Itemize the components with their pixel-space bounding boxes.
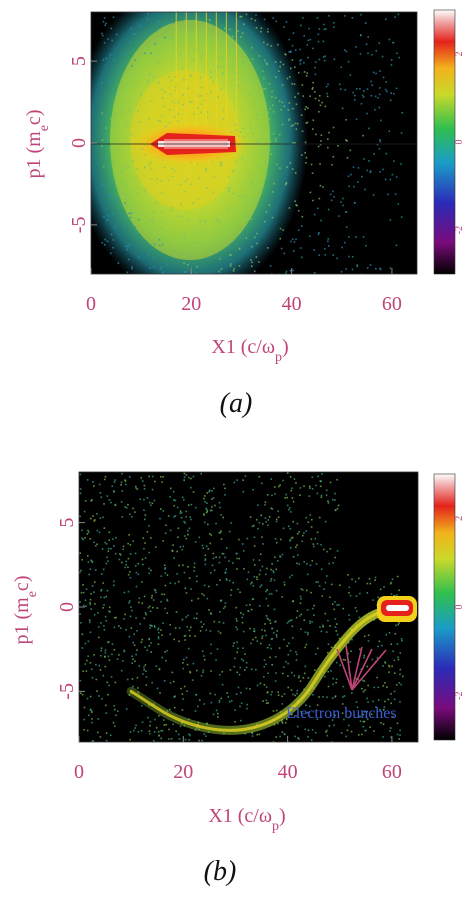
colorbar-tick-label: 0 xyxy=(454,140,465,145)
xtick-label: 60 xyxy=(382,293,402,315)
panel-a: -505 0 20 40 60 p1 (mec) X1 (c/ωp) (a) 20-2 xyxy=(23,9,465,419)
xtick-label: 20 xyxy=(181,293,201,315)
colorbar-b: 2 0 -2 xyxy=(433,473,465,741)
colorbar-a: 2 0 -2 xyxy=(433,9,465,275)
caption-a: (a) xyxy=(220,388,253,419)
xtick-label: 0 xyxy=(86,293,96,315)
ytick-label: 5 xyxy=(56,518,78,528)
colorbar-tick-label: 2 xyxy=(454,516,465,521)
ytick-label: 0 xyxy=(56,602,78,612)
bunch-annotation: Electron bunches xyxy=(286,705,397,722)
ylabel-b: p1 (mec) xyxy=(11,576,40,645)
panel-b: Electron bunches -505 0 20 40 60 p1 (mec) X… xyxy=(11,471,465,887)
ytick-label: 5 xyxy=(68,56,90,66)
ylabel-a: p1 (mec) xyxy=(23,110,52,179)
xlabel-a: X1 (c/ωp) xyxy=(211,336,288,365)
caption-b: (b) xyxy=(204,856,237,887)
colorbar-tick-label: -2 xyxy=(454,691,465,699)
xtick-label: 40 xyxy=(282,293,302,315)
colorbar-tick-label: 0 xyxy=(454,605,465,610)
heatmap-a xyxy=(91,12,417,274)
xtick-label: 20 xyxy=(173,761,193,783)
xtick-label: 60 xyxy=(382,761,402,783)
colorbar-tick-label: 2 xyxy=(454,52,465,57)
heatmap-b: Electron bunches xyxy=(79,472,417,742)
xtick-label: 40 xyxy=(278,761,298,783)
ytick-label: -5 xyxy=(68,217,90,234)
bunch-arrows xyxy=(336,644,387,691)
colorbar-tick-label: -2 xyxy=(454,226,465,234)
ytick-label: -5 xyxy=(56,683,78,700)
plot-area-b xyxy=(79,472,418,742)
xtick-label: 0 xyxy=(74,761,84,783)
ytick-label: 0 xyxy=(68,138,90,148)
xlabel-b: X1 (c/ωp) xyxy=(208,805,285,834)
